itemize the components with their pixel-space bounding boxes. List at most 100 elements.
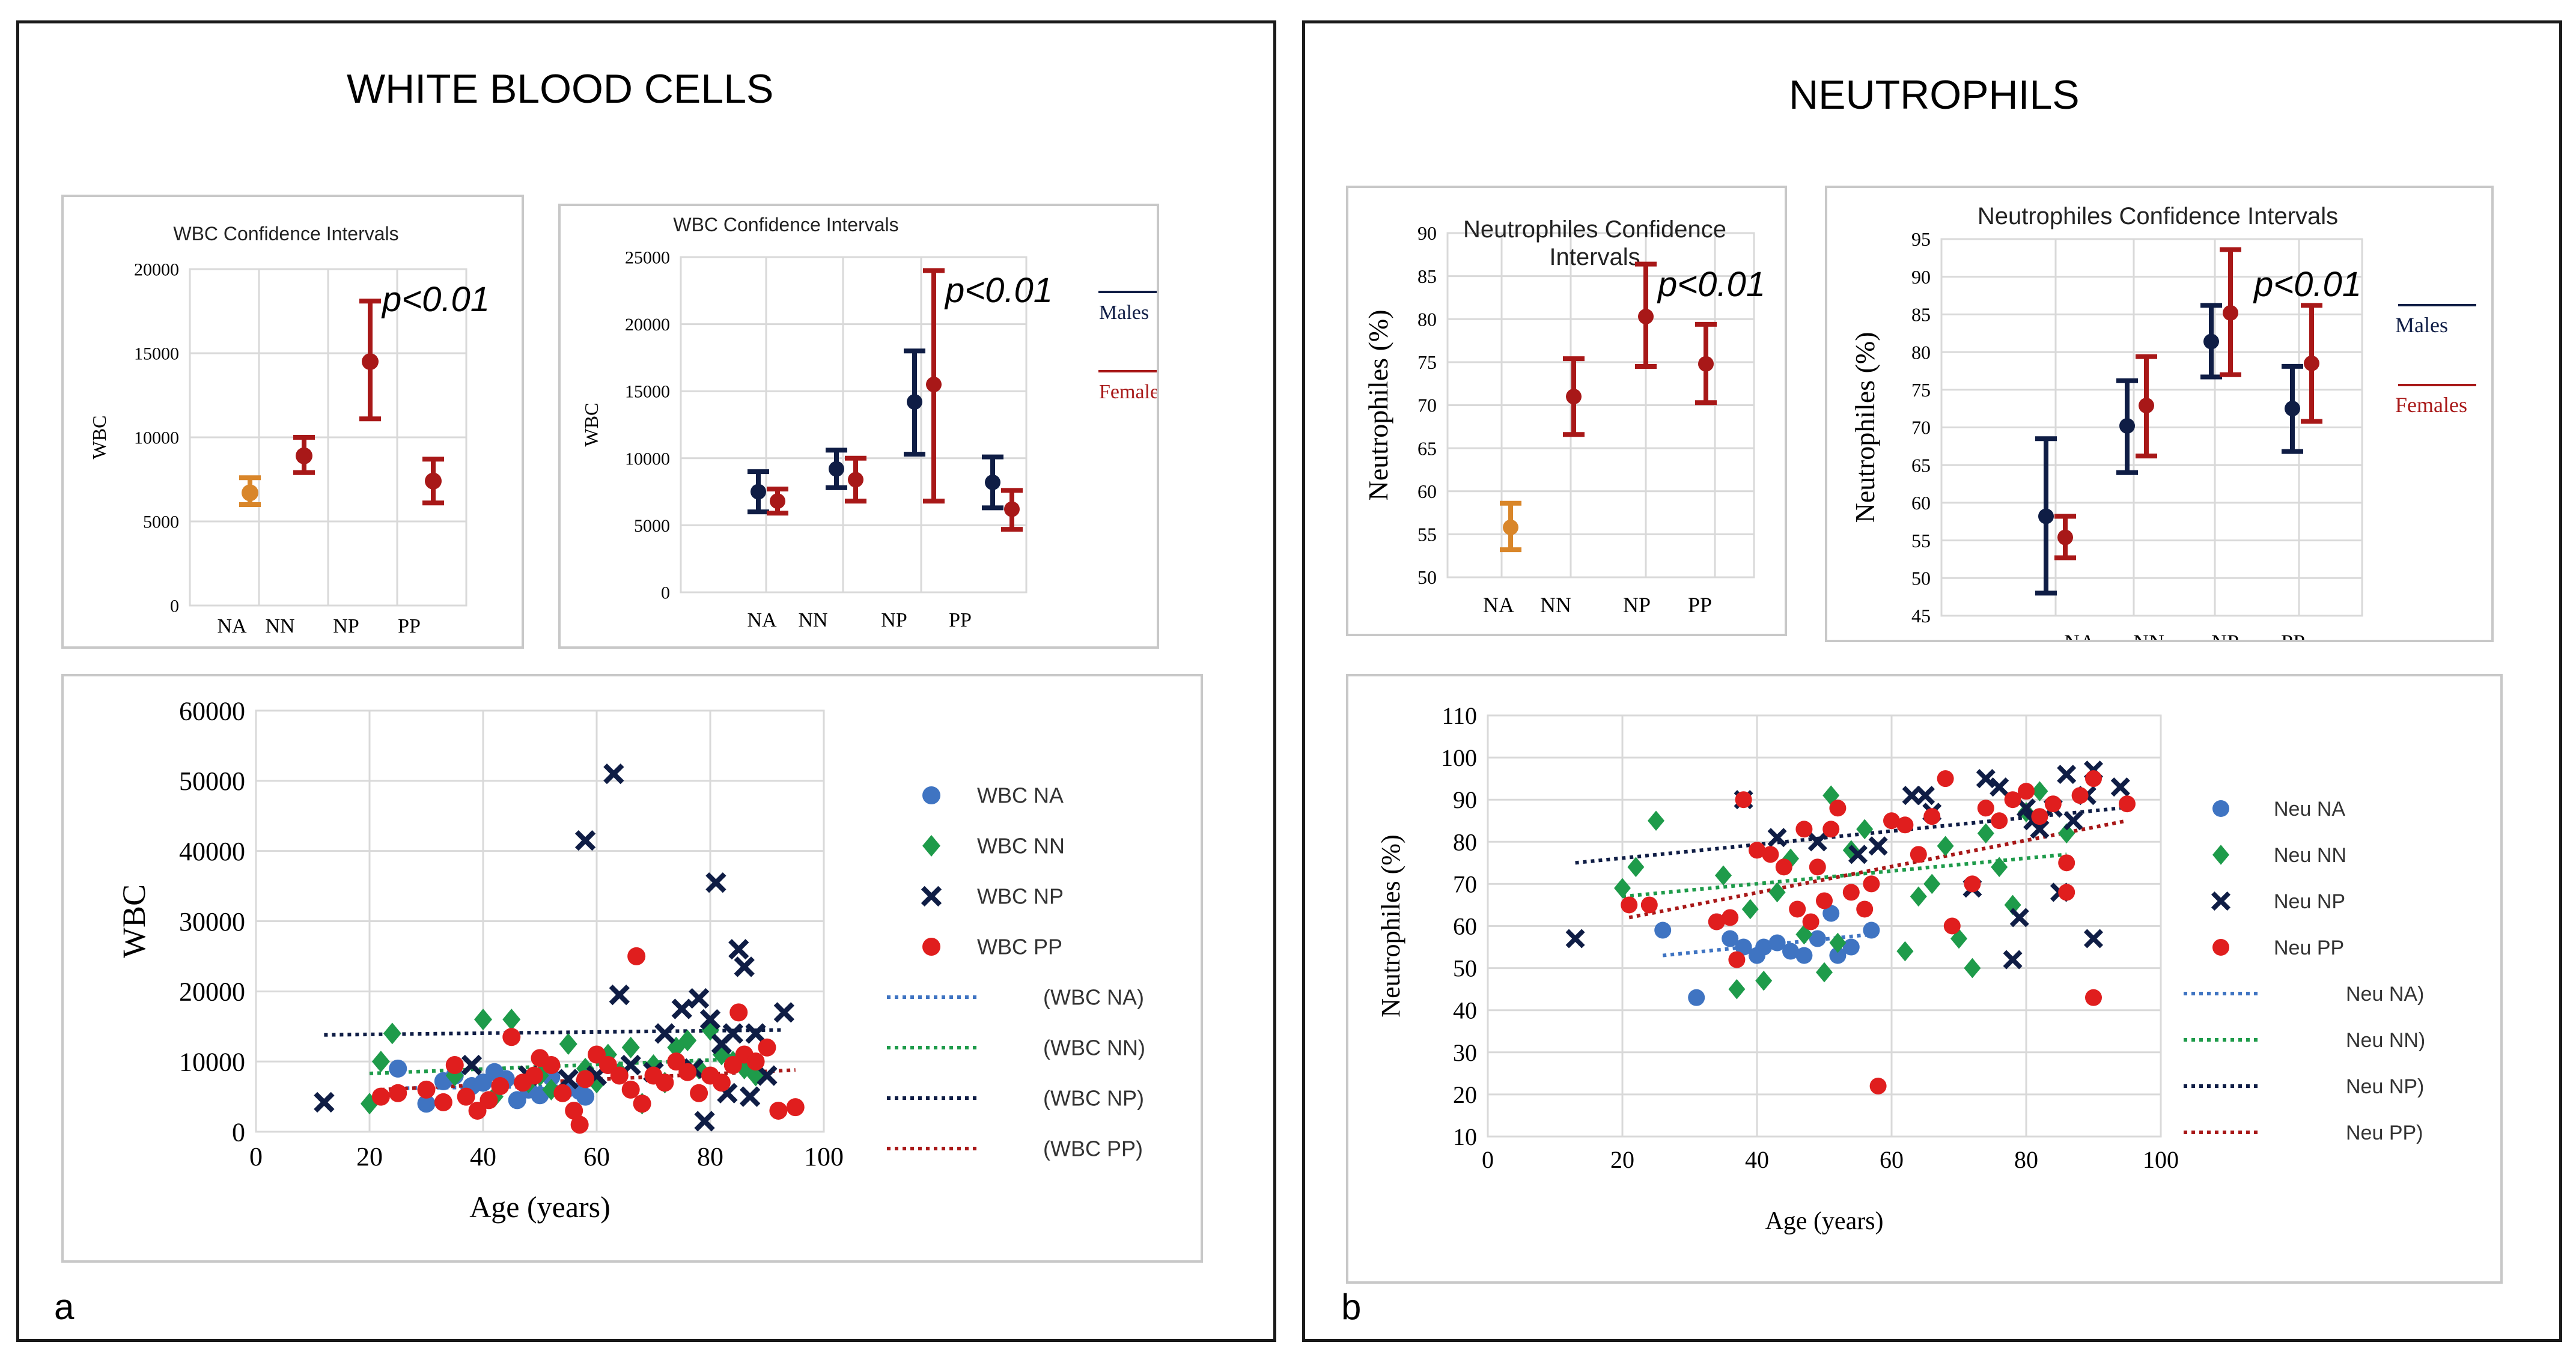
neu-scatter-xtick-label: 0 bbox=[1482, 1146, 1494, 1173]
panel-b: NEUTROPHILS b 50 55 60 65 70 75 80 85 90 Neutroph… bbox=[1302, 20, 2562, 1342]
neu-scatter-legend-label: Neu NN) bbox=[2346, 1029, 2425, 1052]
neu-scatter-plot-area bbox=[1487, 714, 2162, 1138]
wbc-ci-sex-mean-point bbox=[770, 493, 785, 509]
neu-scatter-ytick-label: 10 bbox=[1453, 1123, 1477, 1150]
neu-scatter-xtick-label: 60 bbox=[1880, 1146, 1904, 1173]
neu-ci-sex-plot-area bbox=[1940, 238, 2363, 617]
neu-ci-sex-title: Neutrophiles Confidence Intervals bbox=[1978, 203, 2338, 229]
wbc-scatter-data-point bbox=[508, 1091, 526, 1110]
wbc-ci-ytick-label: 0 bbox=[170, 597, 179, 616]
neu-ci-category-label: NA bbox=[1483, 593, 1514, 617]
neu-scatter-legend-marker bbox=[2212, 939, 2229, 956]
wbc-scatter-data-point bbox=[627, 947, 646, 965]
wbc-scatter-chart-frame: 0 10000 20000 30000 40000 50000 60000 0 20 40 60 80… bbox=[61, 674, 1203, 1263]
neu-scatter-data-point bbox=[1923, 873, 1941, 894]
neu-ci-title-line: Neutrophiles Confidence bbox=[1463, 216, 1726, 243]
neu-scatter-xtick-label: 80 bbox=[2014, 1146, 2038, 1173]
wbc-scatter-trendline bbox=[380, 1068, 796, 1091]
wbc-scatter-xtick-label: 80 bbox=[697, 1142, 723, 1171]
neu-scatter-legend-marker bbox=[2212, 845, 2229, 865]
wbc-scatter-legend-label: (WBC PP) bbox=[1043, 1137, 1143, 1161]
wbc-scatter-data-point bbox=[603, 763, 624, 785]
neu-scatter-data-point bbox=[2058, 854, 2075, 872]
wbc-ci-plot-area bbox=[189, 268, 467, 607]
neu-scatter-data-point bbox=[1728, 979, 1746, 1000]
wbc-ci-sex-y-axis-label: WBC bbox=[580, 403, 602, 447]
neu-scatter-legend-label: Neu NA bbox=[2274, 798, 2345, 821]
wbc-ci-mean-point bbox=[362, 353, 379, 370]
wbc-ci-sex-title: WBC Confidence Intervals bbox=[673, 214, 898, 235]
neu-ci-sex-legend-label: Males bbox=[2395, 313, 2448, 337]
wbc-scatter-data-point bbox=[758, 1038, 776, 1057]
wbc-ci-sex-ytick-label: 10000 bbox=[625, 449, 670, 469]
wbc-scatter-data-point bbox=[621, 1036, 640, 1058]
wbc-scatter-data-point bbox=[609, 985, 630, 1006]
neu-scatter-data-point bbox=[1768, 934, 1786, 952]
neu-ci-sex-legend-label: Females bbox=[2395, 393, 2467, 417]
neu-scatter-data-point bbox=[1990, 777, 2009, 797]
neu-scatter-xtick-label: 100 bbox=[2143, 1146, 2179, 1173]
wbc-ci-sex-category-label: NA bbox=[747, 609, 777, 631]
neu-ci-sex-mean-point bbox=[2038, 508, 2054, 524]
wbc-scatter-data-point bbox=[361, 1093, 379, 1115]
wbc-scatter-data-point bbox=[383, 1022, 401, 1045]
wbc-scatter-ytick-label: 50000 bbox=[179, 767, 245, 796]
neu-scatter-data-point bbox=[1755, 970, 1773, 991]
wbc-ci-mean-point bbox=[296, 447, 312, 464]
neu-ci-sex-ytick-label: 95 bbox=[1911, 228, 1931, 250]
wbc-ci-sex-mean-point bbox=[848, 472, 863, 488]
wbc-ci-chart-frame: 0 5000 10000 15000 20000 WBC WBC Confidence In… bbox=[61, 195, 524, 649]
wbc-scatter-plot-area bbox=[255, 709, 825, 1133]
neu-ci-sex-ytick-label: 90 bbox=[1911, 266, 1931, 288]
wbc-scatter-legend-marker bbox=[922, 835, 940, 857]
wbc-scatter-data-point bbox=[773, 1002, 795, 1023]
neu-scatter-data-point bbox=[1943, 917, 1961, 935]
wbc-scatter-data-point bbox=[371, 1087, 390, 1106]
wbc-scatter-data-point bbox=[576, 1087, 595, 1106]
wbc-scatter-data-point bbox=[434, 1093, 452, 1111]
neu-scatter-data-point bbox=[2044, 795, 2062, 813]
panel-b-title: NEUTROPHILS bbox=[1789, 72, 2080, 118]
wbc-scatter-data-point bbox=[474, 1073, 492, 1092]
neu-scatter-data-point bbox=[1708, 913, 1725, 930]
neu-scatter-data-point bbox=[1910, 846, 1927, 863]
neu-ci-ytick-label: 80 bbox=[1417, 308, 1437, 330]
wbc-scatter-data-point bbox=[491, 1077, 510, 1096]
neu-scatter-legend-label: Neu NP) bbox=[2346, 1075, 2424, 1098]
wbc-scatter-xtick-label: 40 bbox=[470, 1142, 496, 1171]
wbc-ci-mean-point bbox=[242, 484, 258, 502]
wbc-scatter-data-point bbox=[654, 1023, 675, 1044]
wbc-scatter-data-point bbox=[656, 1073, 674, 1092]
panel-b-letter: b bbox=[1341, 1287, 1362, 1327]
wbc-scatter-ytick-label: 30000 bbox=[179, 907, 245, 937]
neu-scatter-data-point bbox=[1937, 836, 1954, 857]
neu-ci-sex-category-label: NN bbox=[2133, 630, 2164, 640]
neu-scatter-data-point bbox=[1795, 947, 1813, 964]
neu-ci-sex-mean-point bbox=[2223, 305, 2238, 321]
panel-a-letter: a bbox=[54, 1287, 75, 1327]
neu-ci-mean-point bbox=[1638, 308, 1654, 324]
neu-scatter-data-point bbox=[1768, 882, 1786, 903]
neu-scatter-data-point bbox=[1976, 769, 1996, 789]
neu-scatter-y-axis-label: Neutrophiles (%) bbox=[1376, 834, 1405, 1017]
neu-ci-category-label: PP bbox=[1688, 593, 1712, 617]
neu-scatter-chart: 10 20 30 40 50 60 70 80 90 100 110 0 20 40 60 80 100 Neut… bbox=[1376, 702, 2425, 1235]
neu-scatter-data-point bbox=[1640, 896, 1658, 914]
wbc-scatter-data-point bbox=[480, 1091, 498, 1110]
neu-scatter-ytick-label: 20 bbox=[1453, 1081, 1477, 1108]
neu-scatter-data-point bbox=[1722, 930, 1739, 947]
neu-ci-title-line: Intervals bbox=[1549, 244, 1640, 270]
wbc-scatter-data-point bbox=[314, 1091, 335, 1113]
neu-scatter-data-point bbox=[1964, 875, 1981, 893]
wbc-scatter-legend-label: WBC NN bbox=[977, 834, 1065, 858]
neu-scatter-legend-label: Neu PP bbox=[2274, 937, 2344, 959]
neu-ci-sex-ytick-label: 45 bbox=[1911, 605, 1931, 627]
neu-scatter-data-point bbox=[1863, 921, 1880, 939]
neu-scatter-data-point bbox=[1782, 943, 1799, 960]
wbc-scatter-data-point bbox=[417, 1094, 436, 1113]
wbc-ci-sex-ytick-label: 25000 bbox=[625, 248, 670, 268]
wbc-scatter-ytick-label: 20000 bbox=[179, 977, 245, 1007]
neu-ci-p-value: p<0.01 bbox=[1657, 265, 1765, 304]
neu-scatter-data-point bbox=[1829, 932, 1847, 953]
neu-scatter-data-point bbox=[1809, 858, 1826, 876]
